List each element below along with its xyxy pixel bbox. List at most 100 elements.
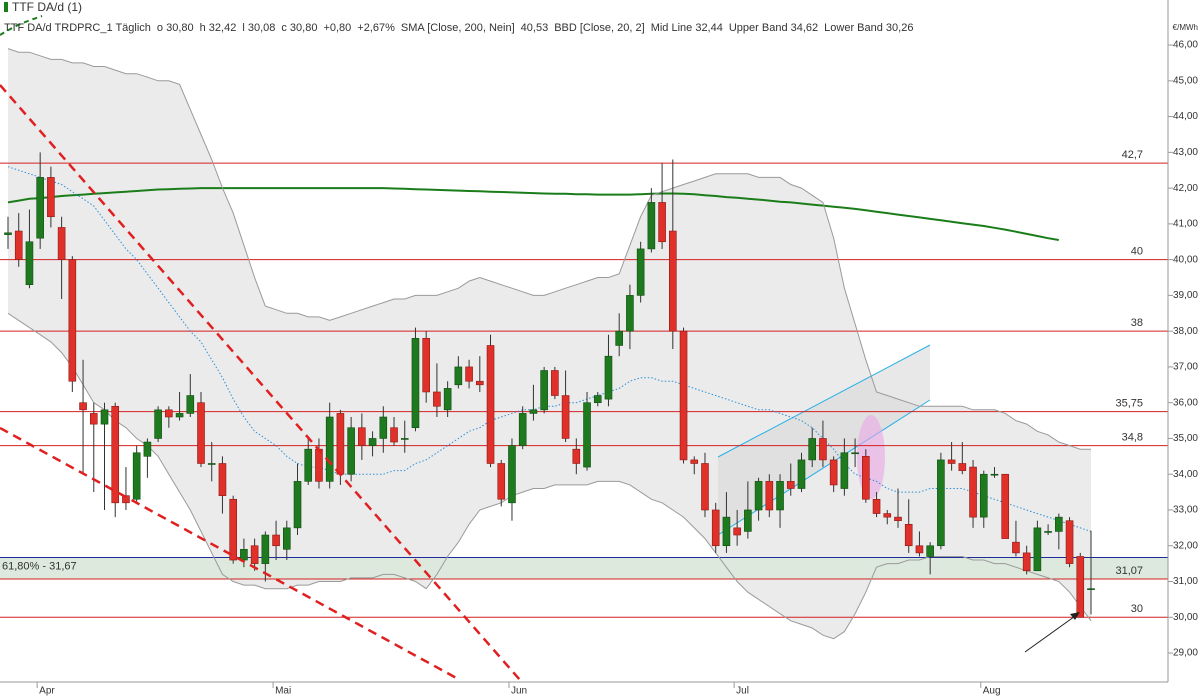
candle-body [518, 413, 527, 446]
level-label: 31,07 [1115, 565, 1143, 577]
candle-body [165, 409, 173, 418]
y-tick-label: 43,00 [1173, 147, 1198, 158]
trend-line [0, 84, 521, 681]
background-layer [0, 48, 1168, 639]
candle-body [325, 416, 334, 482]
candle-body [915, 545, 924, 554]
header-item: l 30,08 [242, 22, 275, 34]
candle-body [36, 177, 44, 239]
y-tick-label: 42,00 [1173, 183, 1198, 194]
candle-body [990, 473, 999, 476]
marks-layer [0, 48, 1168, 640]
level-label: 38 [1131, 317, 1143, 329]
y-tick-label: 45,00 [1173, 75, 1198, 86]
candle-body [272, 534, 280, 547]
candle-body [261, 534, 270, 564]
candle-body [636, 248, 645, 296]
candle-body [358, 427, 366, 446]
candle-body [497, 463, 506, 500]
candle-body [904, 523, 913, 547]
channel-line [717, 399, 931, 536]
candle-body [132, 452, 141, 500]
candle-body [647, 202, 656, 250]
y-tick-label: 40,00 [1173, 254, 1198, 265]
y-tick-label: 44,00 [1173, 111, 1198, 122]
channel-line [717, 344, 931, 458]
band-fill [8, 48, 1091, 639]
candle-body [808, 438, 817, 461]
candle-body [143, 441, 152, 457]
candle-body [851, 452, 859, 455]
candle-body [1001, 473, 1010, 539]
header-item: 40,53 [521, 22, 549, 34]
candle-body [701, 463, 709, 511]
y-tick-label: 35,00 [1173, 433, 1198, 444]
candle-body [626, 295, 634, 332]
candle-body [937, 459, 945, 547]
candle-body [336, 413, 345, 475]
y-tick-label: 46,00 [1173, 40, 1198, 51]
header-item: TTF DA/d TRDPRC_1 Täglich [4, 22, 151, 34]
candle-body [529, 409, 538, 414]
candle-body [561, 395, 570, 439]
candle-body [25, 241, 34, 285]
y-tick-label: 37,00 [1173, 362, 1198, 373]
candle-body [786, 481, 795, 489]
candle-body [368, 438, 377, 446]
candle-body [197, 402, 205, 464]
candle-body [79, 402, 87, 411]
fib-zone [0, 557, 1168, 580]
candle-body [1044, 531, 1052, 533]
fib-label: 61,80% - 31,67 [2, 560, 77, 572]
candle-body [282, 527, 291, 550]
candle-body [154, 409, 162, 439]
candle-body [540, 370, 548, 411]
header-item: h 32,42 [200, 22, 237, 34]
candle-body [862, 456, 870, 500]
candle-body [443, 388, 452, 411]
header-item: o 30,80 [157, 22, 194, 34]
header-item: SMA [Close, 200, Nein] [401, 22, 515, 34]
candle-body [776, 481, 784, 511]
candle-body [89, 413, 98, 425]
level-label: 42,7 [1122, 149, 1143, 161]
candle-body [593, 395, 602, 403]
level-label: 34,8 [1122, 432, 1143, 444]
candle-body [572, 448, 581, 464]
header-item: +0,80 [323, 22, 351, 34]
candle-body [926, 545, 934, 557]
candle-body [250, 545, 259, 564]
candle-body [229, 498, 237, 561]
x-tick-label: Apr [39, 686, 55, 697]
candle-body [819, 438, 827, 461]
candle-body [1065, 520, 1074, 564]
candle-body [1012, 541, 1020, 554]
candle-body [411, 338, 420, 429]
candle-body [754, 481, 763, 511]
candle-body [100, 409, 109, 425]
candle-body [57, 227, 66, 260]
overlay-line [7, 187, 1059, 241]
x-tick-label: Jul [736, 686, 749, 697]
y-tick-label: 31,00 [1173, 576, 1198, 587]
trend-line [0, 426, 461, 682]
candle-body [400, 438, 409, 440]
series-icon [4, 2, 8, 12]
candle-body [433, 391, 441, 407]
candle-body [722, 516, 731, 547]
overlay-line [7, 166, 1092, 532]
header-item: Lower Band 30,26 [824, 22, 913, 34]
candle-body [175, 413, 184, 418]
y-tick-label: 34,00 [1173, 469, 1198, 480]
candle-body [797, 459, 806, 489]
y-tick-label: 38,00 [1173, 326, 1198, 337]
y-tick-label: 36,00 [1173, 397, 1198, 408]
candle-body [872, 498, 881, 514]
candle-body [979, 473, 988, 518]
candle-body [733, 527, 741, 536]
candle-body [240, 549, 248, 561]
candle-body [315, 448, 323, 482]
header-item: c 30,80 [281, 22, 317, 34]
